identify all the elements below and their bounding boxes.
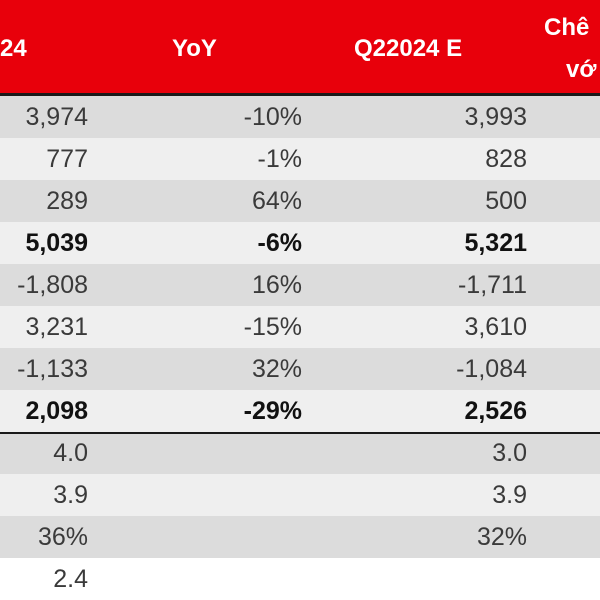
- cell-yoy: -6%: [257, 229, 302, 257]
- cell-yoy: -15%: [243, 313, 302, 341]
- cell-yoy: [200, 516, 302, 558]
- table-row-total: 2,098 -29% 2,526: [0, 390, 600, 432]
- header-col-diff-line2: vớ: [566, 56, 597, 83]
- cell-value: 2.4: [53, 565, 88, 593]
- table-row: 3,231 -15% 3,610: [0, 306, 600, 348]
- cell-value: -1,808: [17, 271, 88, 299]
- cell-estimate: 828: [485, 145, 527, 173]
- cell-value: 289: [46, 187, 88, 215]
- table-row: 3,974 -10% 3,993: [0, 96, 600, 138]
- cell-value: -1,133: [17, 355, 88, 383]
- header-col-diff-line1: Chê: [544, 14, 590, 41]
- header-divider: [0, 93, 600, 96]
- cell-yoy: [200, 558, 302, 600]
- cell-estimate: 3.9: [492, 481, 527, 509]
- cell-estimate: 3,993: [464, 103, 527, 131]
- table-row: -1,133 32% -1,084: [0, 348, 600, 390]
- cell-value: 3,974: [25, 103, 88, 131]
- table-row: 4.0 3.0: [0, 432, 600, 474]
- cell-estimate: -1,711: [457, 271, 527, 299]
- cell-estimate: 3.0: [492, 439, 527, 467]
- cell-yoy: -1%: [257, 145, 302, 173]
- table-row-total: 5,039 -6% 5,321: [0, 222, 600, 264]
- cell-value: 5,039: [25, 229, 88, 257]
- cell-estimate: 3,610: [464, 313, 527, 341]
- cell-value: 36%: [37, 523, 88, 551]
- table-row: -1,808 16% -1,711: [0, 264, 600, 306]
- cell-value: 2,098: [25, 397, 88, 425]
- cell-estimate: -1,084: [456, 355, 527, 383]
- table-row: 36% 32%: [0, 516, 600, 558]
- cell-estimate: 5,321: [464, 229, 527, 257]
- cell-value: 4.0: [53, 439, 88, 467]
- cell-yoy: [200, 432, 302, 474]
- cell-estimate: 2,526: [464, 397, 527, 425]
- header-col-period: 24: [0, 35, 27, 62]
- table-header: 24 YoY Q22024 E Chê vớ: [0, 0, 600, 93]
- table-row: 777 -1% 828: [0, 138, 600, 180]
- cell-value: 777: [46, 145, 88, 173]
- table-row: 3.9 3.9: [0, 474, 600, 516]
- table-row: 289 64% 500: [0, 180, 600, 222]
- cell-value: 3,231: [25, 313, 88, 341]
- table-row: 2.4: [0, 558, 600, 600]
- table-body: 3,974 -10% 3,993 777 -1% 828 289 64% 500…: [0, 96, 600, 600]
- cell-yoy: 16%: [251, 271, 302, 299]
- cell-yoy: 64%: [251, 187, 302, 215]
- cell-yoy: -10%: [243, 103, 302, 131]
- cell-estimate: 32%: [476, 523, 527, 551]
- cell-yoy: -29%: [243, 397, 302, 425]
- cell-yoy: [200, 474, 302, 516]
- section-divider: [0, 432, 600, 434]
- header-col-yoy: YoY: [172, 35, 217, 62]
- header-col-estimate: Q22024 E: [354, 35, 463, 62]
- cell-value: 3.9: [53, 481, 88, 509]
- cell-yoy: 32%: [251, 355, 302, 383]
- cell-estimate: 500: [485, 187, 527, 215]
- cell-estimate: [400, 558, 527, 600]
